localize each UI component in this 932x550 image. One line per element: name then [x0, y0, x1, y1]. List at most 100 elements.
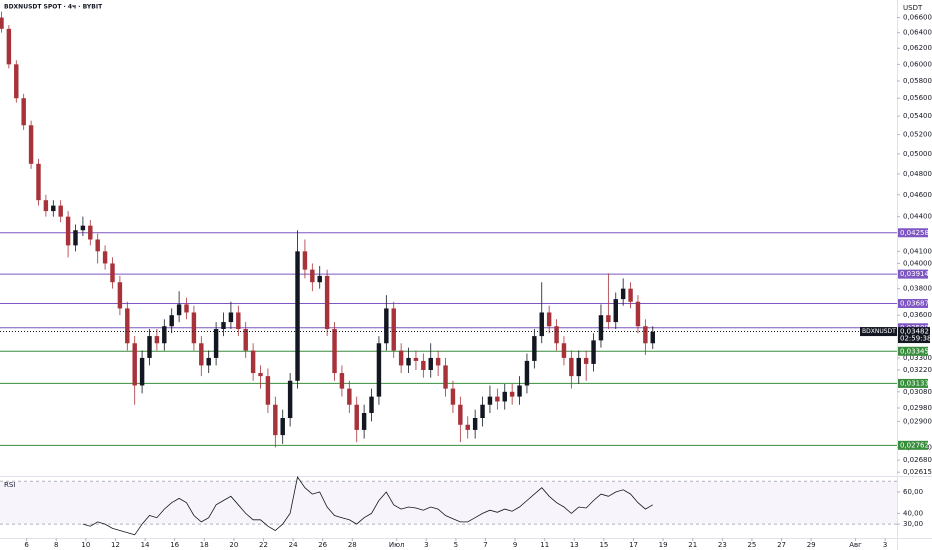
candle-body [0, 17, 4, 29]
y-tick-label: 0,06200 [903, 44, 932, 52]
x-tick-label: 13 [570, 541, 579, 549]
candle-body [620, 288, 626, 300]
x-tick-label: 8 [54, 541, 58, 549]
candle-body [354, 404, 359, 430]
candle-body [273, 404, 278, 436]
x-tick-label: 10 [81, 541, 90, 549]
price-tag-label: 0,03482 [900, 328, 929, 336]
candle-body [480, 404, 485, 419]
candle-body [36, 163, 41, 201]
candle-body [28, 125, 34, 164]
y-tick-label: 0,03220 [903, 366, 932, 374]
candle-body [243, 329, 248, 351]
y-tick-label: 0,06600 [903, 14, 932, 22]
y-axis-label: USDT [903, 4, 923, 12]
candle-body [21, 98, 26, 126]
rsi-title: RSI [4, 481, 15, 489]
x-tick-label: 17 [629, 541, 638, 549]
candle-body [643, 326, 648, 344]
candle-body [332, 329, 337, 374]
x-tick-label: 22 [259, 541, 268, 549]
y-tick-label: 0,02680 [903, 456, 932, 464]
candle-body [51, 205, 56, 212]
y-tick-label: 0,03300 [903, 354, 932, 362]
candle-body [317, 275, 322, 283]
candle-body [628, 288, 633, 302]
level-tag-label: 0,03914 [900, 270, 929, 278]
level-tag-label: 0,02762 [900, 441, 929, 449]
candle-body [102, 251, 108, 264]
candle-body [376, 343, 382, 397]
y-tick-label: 0,03600 [903, 311, 932, 319]
symbol-tag-label: BDXNUSDT [862, 328, 896, 335]
y-tick-label: 0,03800 [903, 285, 932, 293]
candle-body [369, 396, 374, 413]
candle-body [236, 312, 241, 330]
x-tick-label: 27 [777, 541, 786, 549]
rsi-line [82, 476, 654, 536]
x-tick-label: 3 [883, 541, 887, 549]
y-tick-label: 0,04800 [903, 170, 932, 178]
candle-body [324, 275, 330, 330]
rsi-tick-label: 40,00 [903, 509, 923, 517]
level-tag-label: 0,03345 [900, 347, 929, 355]
x-tick-label: 5 [454, 541, 458, 549]
candle-body [398, 350, 404, 366]
candle-body [154, 336, 160, 344]
level-tag [898, 378, 928, 388]
y-tick-label: 0,05600 [903, 94, 932, 102]
y-tick-label: 0,06000 [903, 60, 932, 68]
x-tick-label: 28 [348, 541, 357, 549]
y-tick-label: 0,05000 [903, 150, 932, 158]
candle-body [598, 315, 604, 341]
candle-body [65, 216, 71, 246]
candle-body [539, 312, 544, 337]
x-tick-label: 11 [540, 541, 549, 549]
candle-body [554, 326, 559, 344]
y-tick-label: 0,04400 [903, 213, 932, 221]
candle-body [339, 373, 345, 389]
rsi-tick-label: 30,00 [903, 520, 923, 528]
candle-body [250, 350, 256, 374]
x-tick-label: 26 [318, 541, 327, 549]
candle-body [139, 357, 145, 386]
candle-body [384, 308, 389, 344]
chart-title: BDXNUSDT SPOT · 4ч · BYBIT [4, 4, 103, 11]
x-tick-label: 3 [424, 541, 428, 549]
candle-body [302, 251, 308, 270]
candle-body [310, 269, 315, 283]
y-tick-label: 0,04000 [903, 259, 932, 267]
candle-body [546, 312, 552, 327]
rsi-band [0, 481, 897, 525]
y-tick-label: 0,03080 [903, 388, 932, 396]
x-tick-label: 29 [807, 541, 816, 549]
x-tick-label: 9 [513, 541, 517, 549]
candle-body [228, 312, 234, 323]
candle-body [117, 282, 123, 309]
candle-body [495, 396, 500, 402]
candle-body [258, 373, 263, 377]
x-tick-label: 23 [718, 541, 727, 549]
symbol-tag [860, 327, 897, 337]
x-tick-label: 16 [170, 541, 179, 549]
candle-body [406, 357, 411, 366]
candle-body [347, 388, 352, 405]
level-tag [898, 269, 928, 279]
y-tick-label: 0,05400 [903, 112, 932, 120]
candle-body [583, 357, 589, 364]
countdown-label: 02:59:38 [900, 335, 931, 343]
candle-body [413, 357, 419, 361]
y-tick-label: 0,02615 [903, 468, 932, 476]
candle-body [162, 326, 167, 344]
candle-body [606, 315, 611, 323]
candle-body [472, 418, 478, 430]
x-tick-label: 6 [24, 541, 29, 549]
candle-body [213, 329, 219, 358]
candle-body [132, 343, 137, 386]
candle-body [635, 301, 641, 327]
level-tag [898, 298, 928, 308]
candle-body [265, 376, 271, 405]
candle-body [95, 239, 100, 252]
candle-body [517, 385, 522, 397]
candle-body [295, 251, 300, 381]
